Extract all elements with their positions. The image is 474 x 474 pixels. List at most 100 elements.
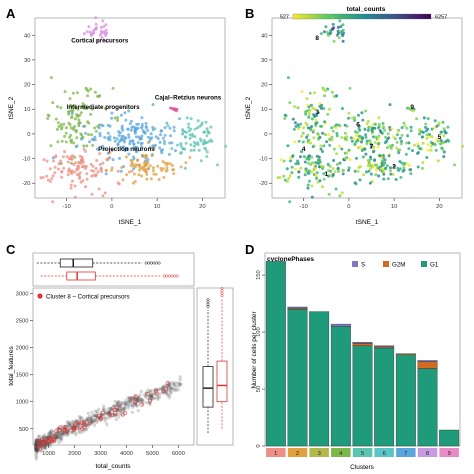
box-outlier — [175, 274, 179, 278]
tsne-point — [151, 169, 155, 173]
tsne-point-colored — [341, 172, 345, 176]
qc-point — [35, 448, 39, 452]
qc-point — [93, 418, 97, 422]
tsne-point — [70, 112, 74, 116]
qc-point — [58, 437, 63, 441]
tsne-point — [144, 122, 148, 125]
tsne-point-colored — [313, 91, 316, 95]
tsne-point-colored — [383, 128, 387, 132]
tsne-point-colored — [340, 147, 344, 151]
tsne-point-colored — [283, 117, 287, 120]
tsne-point — [152, 172, 156, 176]
bar-g1 — [395, 354, 416, 447]
tsne-point — [189, 117, 193, 121]
bar-s — [374, 345, 395, 348]
qc-point — [92, 423, 97, 427]
tsne-point — [187, 122, 191, 126]
qc-point — [34, 447, 38, 452]
tsne-point — [78, 177, 81, 180]
tsne-point-colored — [403, 161, 407, 165]
qc-point — [95, 416, 100, 420]
tsne-point-colored — [433, 126, 437, 130]
tsne-point — [77, 161, 81, 165]
tsne-point — [94, 16, 98, 20]
qc-point — [33, 446, 38, 450]
tsne-point-colored — [322, 30, 326, 34]
tsne-point-colored — [373, 159, 377, 162]
tsne-point — [77, 124, 81, 128]
panel-a-plot-area — [34, 17, 226, 199]
tsne-point — [192, 144, 196, 148]
qc-point — [34, 439, 38, 444]
tsne-point — [93, 126, 97, 130]
tsne-point-colored — [355, 131, 359, 135]
tsne-point — [127, 133, 131, 137]
tsne-point-colored — [323, 120, 327, 124]
tsne-point — [113, 116, 117, 120]
qc-point — [36, 434, 41, 438]
tsne-point — [52, 159, 56, 163]
tsne-point — [73, 117, 77, 121]
tsne-point-colored — [387, 154, 391, 158]
tsne-point — [206, 129, 210, 133]
tsne-point — [49, 76, 53, 80]
tsne-point-colored — [283, 113, 287, 117]
tsne-point — [73, 125, 77, 128]
qc-point — [119, 408, 124, 413]
qc-point — [128, 398, 132, 402]
tsne-point — [184, 161, 188, 165]
tsne-point — [137, 173, 141, 177]
qc-point — [92, 414, 96, 418]
tsne-point-colored — [366, 158, 370, 162]
tsne-point — [126, 127, 130, 131]
tsne-point-colored — [314, 118, 318, 122]
tsne-point — [156, 137, 160, 141]
panel-c-axes: 1000 2000 3000 4000 5000 6000 500 1000 1500 2000 2… — [16, 291, 185, 457]
bar-g1 — [352, 345, 373, 447]
tsne-point-colored — [356, 146, 360, 150]
cluster-label: Cajal–Retzius neurons — [155, 94, 222, 101]
qc-point — [34, 446, 38, 450]
qc-point — [168, 387, 172, 391]
qc-point — [153, 396, 157, 400]
qc-point — [41, 443, 45, 447]
qc-point — [106, 407, 110, 411]
qc-point — [127, 396, 131, 400]
tsne-point — [131, 125, 135, 129]
qc-point — [55, 432, 59, 436]
tsne-point — [62, 166, 66, 170]
qc-point-cluster8 — [43, 440, 48, 445]
colorbar — [292, 13, 432, 20]
qc-point — [49, 431, 53, 435]
panel-d-axes: 0 50 100 150 — [256, 270, 265, 448]
tsne-point-colored — [407, 164, 411, 167]
tsne-point — [59, 161, 63, 165]
tsne-point-colored — [337, 36, 341, 40]
tsne-point-colored — [333, 94, 336, 98]
panel-c-legend: Cluster 8 – Cortical precursors — [46, 294, 130, 301]
qc-point — [102, 409, 106, 413]
tsne-point — [99, 25, 103, 29]
qc-point — [33, 441, 38, 445]
tsne-point-colored — [361, 118, 365, 122]
tsne-point-colored — [303, 173, 307, 177]
qc-point — [49, 429, 54, 433]
qc-point — [60, 430, 64, 434]
tsne-point-colored — [318, 179, 322, 183]
tsne-point — [102, 25, 106, 29]
tsne-point — [110, 116, 114, 120]
tsne-point — [125, 173, 129, 177]
cluster-color-box — [374, 448, 394, 457]
qc-point — [124, 398, 128, 403]
qc-point — [118, 402, 122, 406]
tsne-point-colored — [310, 195, 314, 199]
tsne-point-colored — [365, 142, 369, 146]
tsne-point — [144, 168, 148, 172]
tsne-point-colored — [421, 130, 425, 134]
tsne-point-colored — [310, 117, 314, 121]
tsne-point-colored — [330, 126, 334, 130]
tsne-point — [85, 172, 89, 176]
qc-point — [166, 384, 170, 388]
qc-point — [57, 431, 61, 435]
